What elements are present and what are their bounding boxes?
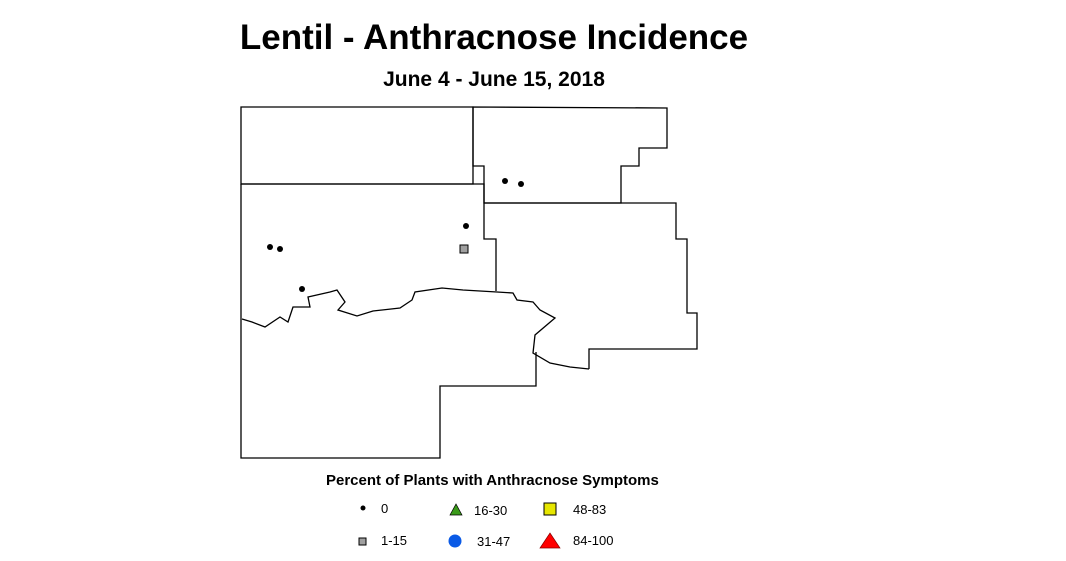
legend-label: 31-47 [477, 534, 511, 549]
map-subtitle: June 4 - June 15, 2018 [383, 68, 605, 91]
legend-square-gray-icon [358, 537, 367, 546]
legend-square-yellow-icon [543, 502, 557, 516]
legend-triangle-green-icon [449, 503, 463, 516]
county-west-boundary [241, 183, 497, 291]
outer-west-edge [240, 184, 537, 459]
legend-dot-icon [360, 505, 366, 511]
legend-label: 1-15 [381, 533, 408, 548]
observation-dot-0 [267, 244, 273, 250]
legend-label: 16-30 [474, 503, 508, 518]
legend-label: 0 [381, 501, 389, 516]
observation-dot-0 [502, 178, 508, 184]
county-north-west [240, 106, 474, 185]
observation-dot-0 [277, 246, 283, 252]
observation-dot-0 [518, 181, 524, 187]
legend-circle-blue-icon [448, 534, 462, 548]
legend-label: 84-100 [573, 533, 614, 548]
observation-dot-0 [463, 223, 469, 229]
legend-symbols [358, 502, 561, 549]
observation-points [267, 178, 524, 292]
legend-triangle-red-icon [539, 532, 561, 549]
legend-title: Percent of Plants with Anthracnose Sympt… [326, 472, 659, 489]
legend-label: 48-83 [573, 502, 607, 517]
river [241, 287, 590, 370]
observation-square-1-15 [459, 244, 469, 254]
county-east [484, 202, 698, 369]
map-title: Lentil - Anthracnose Incidence [239, 18, 749, 57]
county-north-east [472, 106, 668, 204]
observation-dot-0 [299, 286, 305, 292]
